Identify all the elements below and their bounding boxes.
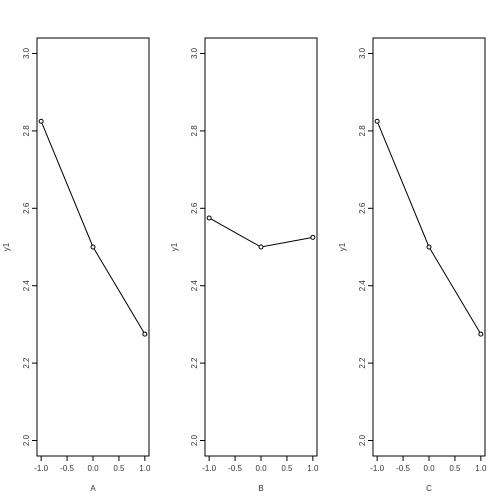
x-axis-title: B xyxy=(258,484,263,493)
data-point xyxy=(206,215,212,221)
y-tick-label: 2.2 xyxy=(190,357,199,369)
y-tick-label: 2.0 xyxy=(190,434,199,446)
data-point xyxy=(258,244,264,250)
x-tick-label: -0.5 xyxy=(396,464,410,473)
x-axis-title: C xyxy=(426,484,432,493)
x-tick-label: -1.0 xyxy=(202,464,216,473)
y-tick-label: 2.6 xyxy=(358,202,367,214)
y-axis-title: y1 xyxy=(2,242,11,251)
y-tick-label: 2.4 xyxy=(358,280,367,292)
x-tick-label: -1.0 xyxy=(34,464,48,473)
x-tick-label: -0.5 xyxy=(228,464,242,473)
data-point xyxy=(90,244,96,250)
data-point xyxy=(478,331,484,337)
y-tick-label: 3.0 xyxy=(22,47,31,59)
y-tick-label: 2.4 xyxy=(22,280,31,292)
x-tick-label: 0.5 xyxy=(281,464,293,473)
series-line xyxy=(376,121,482,335)
x-tick-label: -1.0 xyxy=(370,464,384,473)
chart-panel-c: -1.0 -0.5 0.0 0.5 1.0 2.0 2.2 2.4 2.6 2.8 3.0 Cy1 xyxy=(338,37,487,493)
y-tick-label: 2.2 xyxy=(358,357,367,369)
y-tick-label: 3.0 xyxy=(190,47,199,59)
series-line xyxy=(40,121,146,335)
chart-panel-b: -1.0 -0.5 0.0 0.5 1.0 2.0 2.2 2.4 2.6 2.8 3.0 By1 xyxy=(170,37,319,493)
y-tick-label: 2.0 xyxy=(358,434,367,446)
data-point xyxy=(426,244,432,250)
y-tick-label: 2.6 xyxy=(22,202,31,214)
data-point xyxy=(374,118,380,124)
y-axis-title: y1 xyxy=(338,242,347,251)
y-tick-label: 2.8 xyxy=(22,125,31,137)
y-tick-label: 2.8 xyxy=(358,125,367,137)
y-tick-label: 2.8 xyxy=(190,125,199,137)
y-tick-label: 2.4 xyxy=(190,280,199,292)
y-tick-label: 2.0 xyxy=(22,434,31,446)
x-tick-label: 0.0 xyxy=(255,464,267,473)
x-axis-title: A xyxy=(90,484,96,493)
chart-panel-a: -1.0 -0.5 0.0 0.5 1.0 2.0 2.2 2.4 2.6 2.8 3.0 Ay1 xyxy=(2,37,151,493)
x-tick-label: 0.5 xyxy=(113,464,125,473)
x-tick-label: 1.0 xyxy=(475,464,487,473)
y-tick-label: 2.6 xyxy=(190,202,199,214)
data-point xyxy=(142,331,148,337)
y-axis-title: y1 xyxy=(170,242,179,251)
y-tick-label: 2.2 xyxy=(22,357,31,369)
series-line xyxy=(208,217,313,248)
x-tick-label: 0.0 xyxy=(87,464,99,473)
y-tick-label: 3.0 xyxy=(358,47,367,59)
x-tick-label: 1.0 xyxy=(139,464,151,473)
x-tick-label: 0.0 xyxy=(423,464,435,473)
x-tick-label: -0.5 xyxy=(60,464,74,473)
x-tick-label: 0.5 xyxy=(449,464,461,473)
data-point xyxy=(38,118,44,124)
x-tick-label: 1.0 xyxy=(307,464,319,473)
data-point xyxy=(310,234,316,240)
